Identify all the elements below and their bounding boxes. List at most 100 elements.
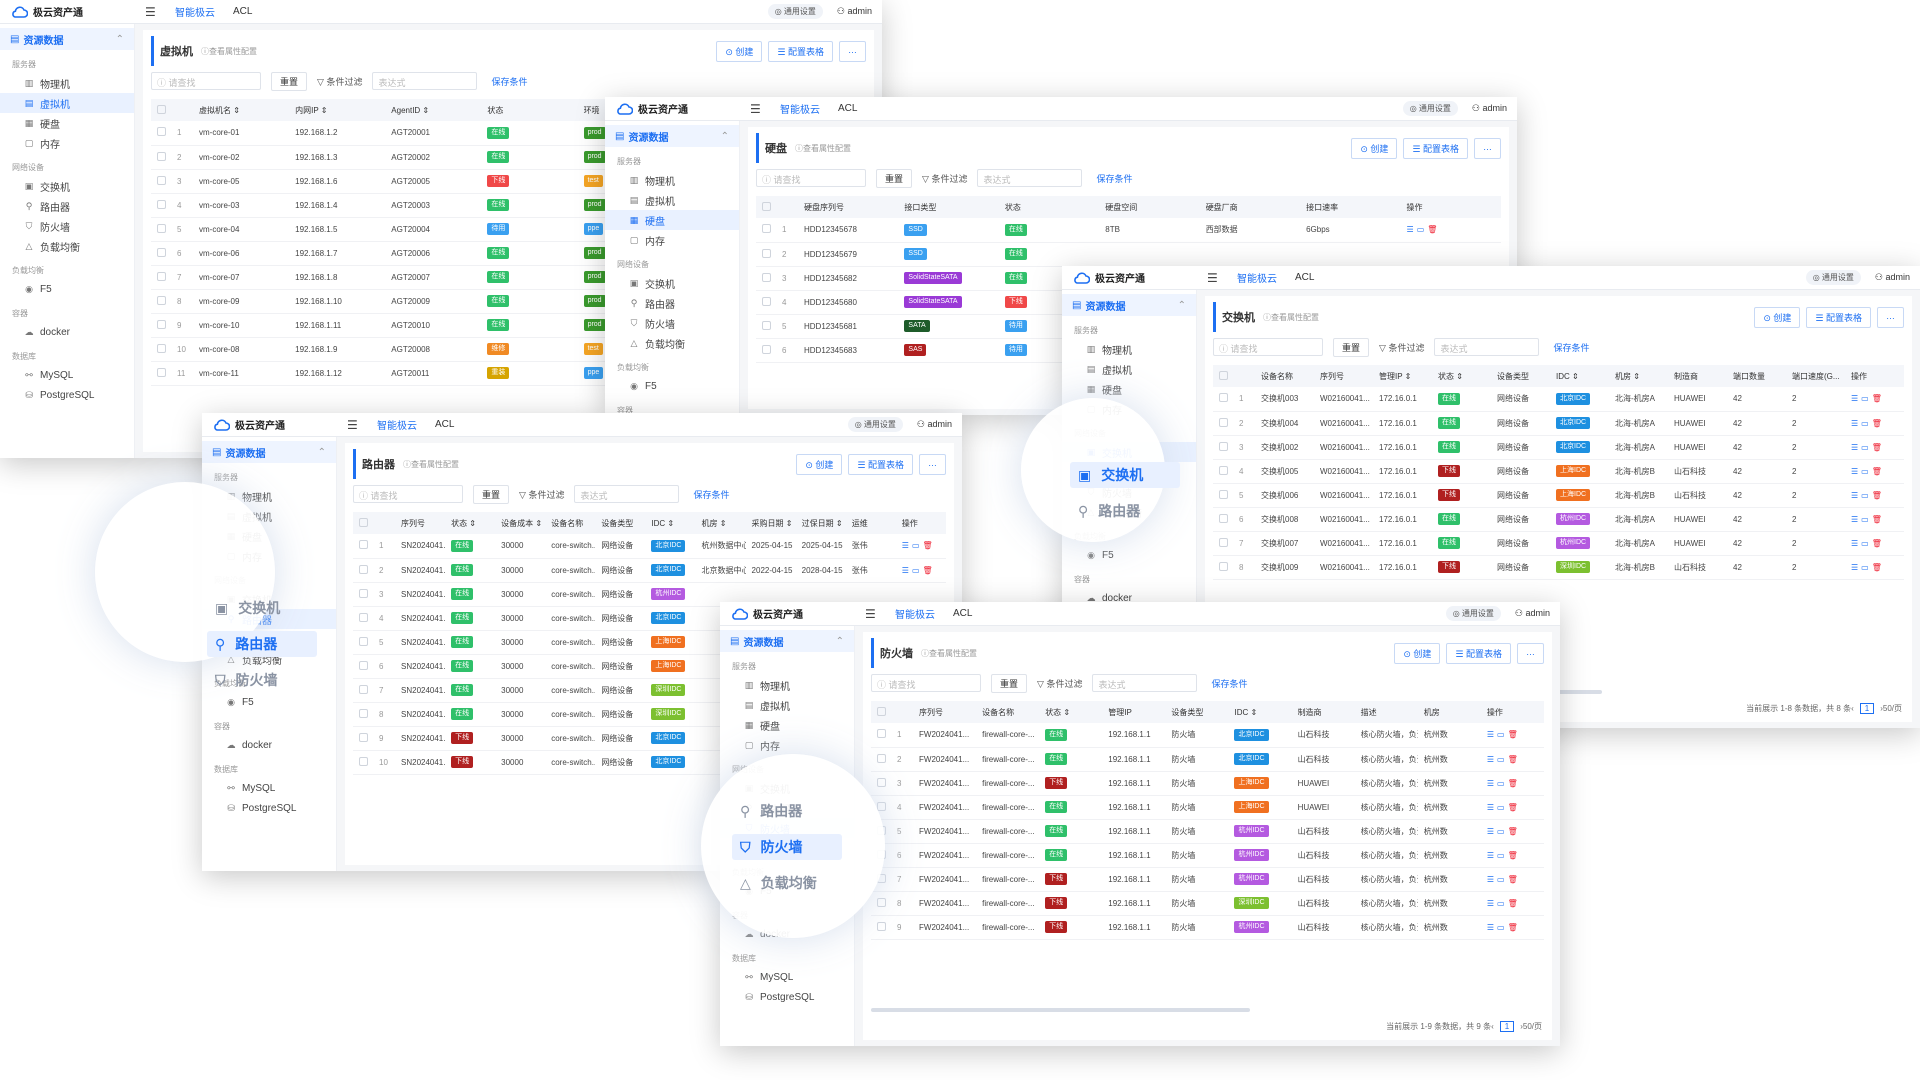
edit-icon[interactable]: ▭ [1861,394,1872,404]
column-header[interactable]: 端口速度(G... [1786,365,1845,387]
checkbox-icon[interactable] [877,921,886,931]
edit-icon[interactable]: ▭ [1497,754,1508,764]
delete-icon[interactable]: 🗑 [1507,922,1521,932]
checkbox-icon[interactable] [1219,561,1228,571]
row-checkbox[interactable] [151,313,171,338]
select-all-checkbox[interactable] [1213,365,1233,387]
reset-button[interactable]: 重置 [271,71,308,91]
checkbox-icon[interactable] [359,756,368,766]
select-all-checkbox[interactable] [871,701,891,723]
row-checkbox[interactable] [353,558,373,583]
checkbox-icon[interactable] [1219,370,1228,380]
delete-icon[interactable]: 🗑 [922,541,936,551]
checkbox-icon[interactable] [1219,513,1228,523]
view-icon[interactable]: ☰ [1406,225,1417,235]
column-header[interactable]: IDC ⇕ [1228,701,1292,723]
sidebar-item-firewall[interactable]: ⛉ 防火墙 [0,216,134,236]
row-checkbox[interactable] [353,534,373,559]
nav-acl[interactable]: ACL [233,6,253,17]
row-checkbox[interactable] [756,290,776,315]
sidebar-item-disk[interactable]: ▦ 硬盘 [605,210,739,230]
checkbox-icon[interactable] [877,753,886,763]
reset-button[interactable]: 重置 [876,168,913,188]
more-button[interactable]: … [919,453,946,475]
row-checkbox[interactable] [871,771,891,796]
sidebar-item-mysql[interactable]: ⚯ MySQL [720,967,854,987]
checkbox-icon[interactable] [1219,465,1228,475]
user-menu[interactable]: ⚇ admin [1515,608,1550,619]
nav-smart-cloud[interactable]: 智能极云 [780,105,820,116]
delete-icon[interactable]: 🗑 [1871,442,1885,452]
nav-smart-cloud[interactable]: 智能极云 [377,421,417,432]
edit-icon[interactable]: ▭ [1861,442,1872,452]
nav-acl[interactable]: ACL [435,419,455,430]
sidebar-item-disk[interactable]: ▦ 硬盘 [0,113,134,133]
menu-toggle-icon[interactable]: ☰ [1207,270,1218,285]
nav-acl[interactable]: ACL [953,608,973,619]
view-icon[interactable]: ☰ [1851,562,1862,572]
nav-smart-cloud[interactable]: 智能极云 [895,610,935,621]
more-button[interactable]: … [1474,137,1501,159]
table-row[interactable]: 7 交换机007 W02160041... 172.16.0.1 在线 网络设备 杭州IDC… [1213,531,1904,556]
delete-icon[interactable]: 🗑 [922,565,936,575]
delete-icon[interactable]: 🗑 [1507,874,1521,884]
more-button[interactable]: … [1517,642,1544,664]
column-header[interactable]: 机房 ⇕ [695,512,746,534]
table-row[interactable]: 8 FW2024041... firewall-core-... 下线 192.168.… [871,891,1544,916]
user-menu[interactable]: ⚇ admin [917,419,952,430]
select-all-checkbox[interactable] [151,99,171,121]
row-checkbox[interactable] [871,891,891,916]
row-checkbox[interactable] [756,266,776,291]
column-header[interactable]: 设备名称 [1255,365,1314,387]
row-checkbox[interactable] [151,337,171,362]
search-input[interactable]: ⓘ 请查找 [871,674,981,692]
attribute-config-link[interactable]: ⓘ查看属性配置 [921,648,977,658]
expression-input[interactable]: 表达式 [1434,338,1540,356]
menu-toggle-icon[interactable]: ☰ [347,417,358,432]
settings-button[interactable]: ◎ 通用设置 [847,417,903,432]
table-row[interactable]: 8 交换机009 W02160041... 172.16.0.1 下线 网络设备 深圳IDC… [1213,555,1904,580]
row-checkbox[interactable] [353,678,373,703]
sidebar-item-router[interactable]: ⚲ 路由器 [605,293,739,313]
checkbox-icon[interactable] [359,684,368,694]
table-row[interactable]: 5 FW2024041... firewall-core-... 在线 192.168.… [871,819,1544,844]
checkbox-icon[interactable] [762,272,771,282]
column-header[interactable]: 运维 [845,512,896,534]
config-table-button[interactable]: ☰ 配置表格 [768,40,833,62]
column-header[interactable]: 设备成本 ⇕ [495,512,546,534]
view-icon[interactable]: ☰ [1486,922,1498,932]
sidebar-item-physical[interactable]: ▥ 物理机 [0,73,134,93]
column-header[interactable]: 设备类型 [1165,701,1229,723]
column-header[interactable]: 操作 [1480,701,1544,723]
checkbox-icon[interactable] [877,729,886,739]
row-checkbox[interactable] [353,702,373,727]
more-button[interactable]: … [839,40,866,62]
condition-filter-dropdown[interactable]: ▽ 条件过滤 [922,173,968,184]
row-checkbox[interactable] [353,630,373,655]
save-condition-link[interactable]: 保存条件 [1096,173,1133,184]
sidebar-item-f5[interactable]: ◉ F5 [1062,545,1196,565]
sidebar-item-vm[interactable]: ▤ 虚拟机 [0,93,134,113]
column-header[interactable]: AgentID ⇕ [385,99,482,121]
checkbox-icon[interactable] [157,151,166,161]
search-input[interactable]: ⓘ 请查找 [756,169,866,187]
edit-icon[interactable]: ▭ [1497,850,1508,860]
user-menu[interactable]: ⚇ admin [1472,103,1507,114]
table-row[interactable]: 2 交换机004 W02160041... 172.16.0.1 在线 网络设备 北京IDC… [1213,411,1904,436]
save-condition-link[interactable]: 保存条件 [1211,678,1248,689]
column-header[interactable]: 机房 ⇕ [1609,365,1668,387]
table-row[interactable]: 4 交换机005 W02160041... 172.16.0.1 下线 网络设备 上海IDC… [1213,459,1904,484]
checkbox-icon[interactable] [1219,417,1228,427]
row-checkbox[interactable] [1213,387,1233,412]
checkbox-icon[interactable] [877,706,886,716]
sidebar-item-pg[interactable]: ⛁ PostgreSQL [0,385,134,405]
sidebar-item-vm[interactable]: ▤ 虚拟机 [1062,359,1196,379]
row-checkbox[interactable] [1213,483,1233,508]
delete-icon[interactable]: 🗑 [1507,826,1521,836]
config-table-button[interactable]: ☰ 配置表格 [1806,306,1871,328]
more-button[interactable]: … [1877,306,1904,328]
search-input[interactable]: ⓘ 请查找 [151,72,261,90]
sidebar-item-docker[interactable]: ☁ docker [202,735,336,755]
checkbox-icon[interactable] [877,801,886,811]
edit-icon[interactable]: ▭ [1497,898,1508,908]
